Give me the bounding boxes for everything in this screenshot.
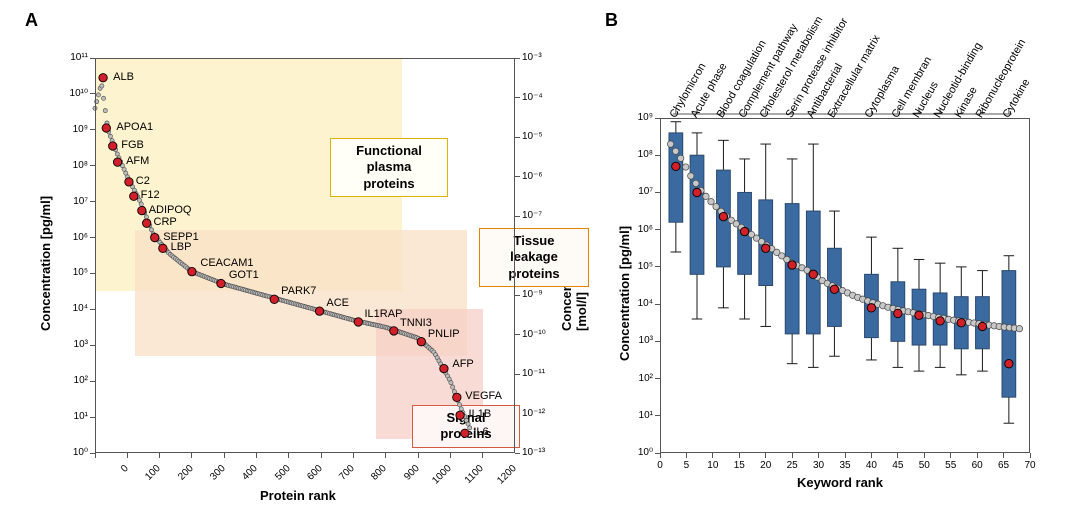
protein-label: ADIPOQ [149, 204, 192, 216]
protein-label: LBP [171, 241, 192, 253]
protein-label: TNNI3 [400, 317, 432, 329]
panelB: 10⁰10¹10²10³10⁴10⁵10⁶10⁷10⁸10⁹0510152025… [605, 18, 1065, 518]
protein-label: ALB [113, 71, 134, 83]
protein-label: IL1B [469, 408, 492, 420]
figure: A B 10⁰10¹10²10³10⁴10⁵10⁶10⁷10⁸10⁹10¹⁰10… [0, 0, 1080, 528]
panelA-svg [25, 18, 565, 518]
protein-label: CRP [154, 216, 177, 228]
protein-label: VEGFA [465, 390, 502, 402]
panelA: 10⁰10¹10²10³10⁴10⁵10⁶10⁷10⁸10⁹10¹⁰10¹¹10… [25, 18, 565, 518]
protein-label: GOT1 [229, 269, 259, 281]
protein-label: AFP [452, 358, 473, 370]
protein-label: IL1RAP [365, 308, 403, 320]
protein-label: F12 [141, 189, 160, 201]
protein-label: FGB [121, 139, 144, 151]
protein-label: AFM [126, 155, 149, 167]
protein-label: C2 [136, 175, 150, 187]
protein-label: IL6 [473, 426, 488, 438]
protein-label: ACE [326, 297, 349, 309]
protein-label: PNLIP [428, 328, 460, 340]
protein-label: CEACAM1 [200, 257, 253, 269]
protein-label: APOA1 [116, 121, 153, 133]
protein-label: PARK7 [281, 285, 316, 297]
